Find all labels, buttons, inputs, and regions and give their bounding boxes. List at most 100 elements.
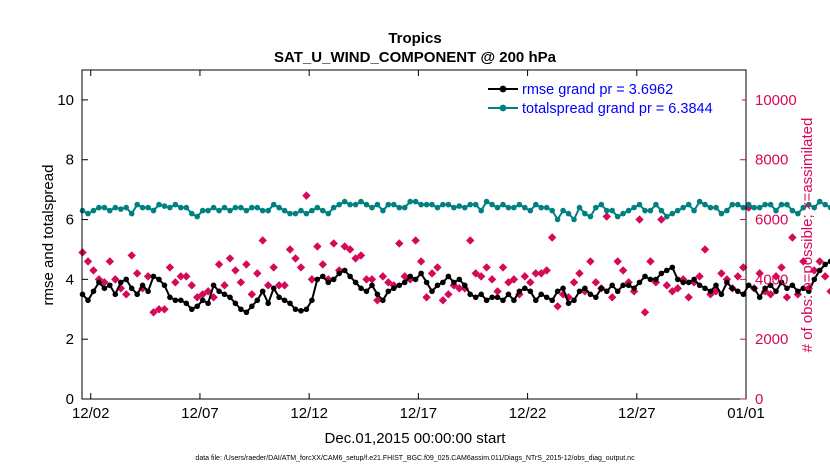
rmse-point — [713, 282, 719, 289]
spread-point — [827, 204, 830, 211]
rmse-point — [96, 279, 102, 286]
obs-point — [498, 263, 508, 272]
obs-point — [193, 293, 202, 302]
obs-series — [78, 191, 830, 317]
rmse-point — [265, 300, 272, 307]
rmse-point — [194, 303, 200, 310]
spread-point — [380, 207, 386, 214]
obs-point — [187, 281, 196, 290]
spread-point — [735, 201, 741, 208]
spread-point — [669, 210, 676, 217]
rmse-point — [281, 297, 288, 304]
spread-point — [341, 198, 348, 205]
spread-point — [358, 198, 364, 205]
rmse-point — [576, 288, 583, 295]
rmse-point — [560, 285, 566, 292]
obs-point — [111, 275, 120, 284]
obs-point — [340, 242, 349, 251]
obs-point — [651, 278, 661, 287]
y-left-tick-label: 4 — [66, 271, 74, 288]
rmse-point — [85, 297, 91, 304]
obs-point — [280, 281, 289, 290]
x-tick-label: 01/01 — [727, 405, 765, 422]
obs-point — [684, 293, 693, 302]
rmse-point — [653, 276, 659, 283]
spread-point — [243, 207, 250, 214]
obs-point — [608, 293, 617, 302]
spread-point — [238, 204, 244, 211]
rmse-point — [401, 279, 408, 286]
spread-point — [560, 207, 566, 214]
spread-point — [598, 201, 605, 208]
rmse-point — [614, 288, 621, 295]
rmse-point — [210, 282, 217, 289]
spread-point — [330, 204, 337, 211]
spread-point — [745, 201, 752, 208]
spread-point — [123, 204, 129, 211]
rmse-point — [696, 282, 703, 289]
spread-point — [254, 204, 261, 211]
rmse-point — [238, 306, 244, 313]
y-left-tick-label: 10 — [57, 92, 74, 109]
spread-point — [795, 210, 801, 217]
spread-point — [467, 201, 474, 208]
rmse-point — [625, 282, 632, 289]
obs-point — [520, 272, 530, 281]
rmse-point — [811, 276, 818, 283]
spread-point — [620, 210, 626, 217]
obs-point — [89, 266, 98, 275]
spread-point — [374, 201, 381, 208]
rmse-point — [298, 308, 304, 314]
rmse-point — [412, 276, 419, 283]
obs-point — [154, 305, 164, 314]
legend-spread-label: totalspread grand pr = 6.3844 — [522, 101, 713, 117]
rmse-point — [287, 300, 293, 307]
rmse-point — [549, 297, 555, 304]
x-tick-label: 12/17 — [400, 405, 438, 422]
rmse-point — [680, 279, 686, 286]
spread-point — [189, 210, 195, 217]
spread-point — [178, 204, 184, 211]
rmse-point — [674, 276, 681, 283]
rmse-point — [806, 288, 812, 295]
spread-point — [784, 201, 790, 208]
obs-point — [83, 257, 93, 266]
obs-point — [602, 212, 611, 221]
rmse-point — [642, 273, 648, 280]
spread-point — [145, 204, 151, 211]
obs-point — [482, 263, 491, 272]
rmse-point — [101, 285, 108, 292]
rmse-point — [620, 282, 626, 289]
spread-point — [167, 204, 173, 211]
spread-point — [631, 204, 637, 211]
spread-point — [183, 204, 190, 211]
footnote: data file: /Users/raeder/DAI/ATM_forcXX/… — [195, 455, 635, 462]
spread-point — [691, 207, 697, 214]
rmse-point — [145, 288, 151, 295]
spread-point — [227, 207, 233, 214]
rmse-point — [118, 279, 124, 286]
spread-point — [281, 207, 288, 214]
obs-point — [569, 278, 579, 287]
rmse-point — [500, 297, 506, 304]
rmse-point — [800, 285, 807, 292]
obs-point — [700, 245, 710, 254]
obs-point — [329, 239, 338, 248]
spread-point — [664, 213, 670, 220]
spread-point — [134, 201, 140, 208]
obs-point — [438, 296, 448, 305]
x-tick-label: 12/27 — [618, 405, 656, 422]
rmse-point — [773, 288, 779, 295]
spread-point — [571, 216, 577, 223]
obs-point — [296, 263, 306, 272]
spread-point — [249, 204, 255, 211]
rmse-point — [735, 288, 741, 295]
rmse-point — [707, 288, 714, 295]
rmse-point — [478, 291, 485, 298]
spread-point — [543, 204, 550, 211]
rmse-point — [543, 294, 550, 301]
spread-point — [680, 204, 686, 211]
obs-point — [378, 272, 388, 281]
spread-point — [816, 198, 823, 205]
rmse-point — [227, 294, 233, 301]
